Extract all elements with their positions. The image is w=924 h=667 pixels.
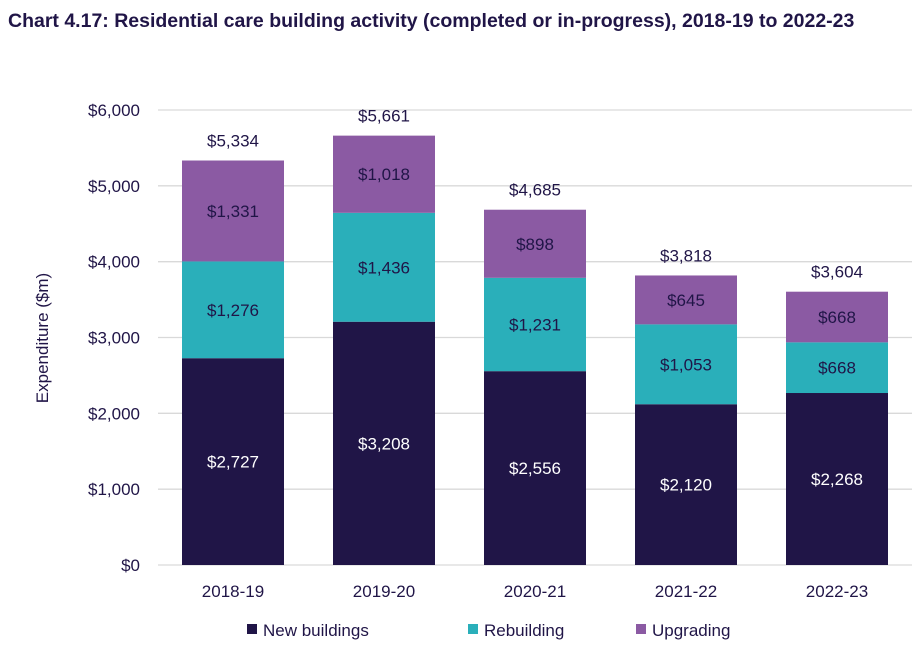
bar-segment-rebuilding xyxy=(333,212,435,322)
data-label: $668 xyxy=(818,308,856,327)
bar-segment-new-buildings xyxy=(182,358,284,565)
data-label: $1,436 xyxy=(358,258,410,277)
bar-segment-upgrading xyxy=(333,135,435,213)
y-tick-label: $0 xyxy=(121,556,140,575)
x-tick-label: 2021-22 xyxy=(655,582,717,601)
x-tick-label: 2018-19 xyxy=(202,582,264,601)
data-label: $2,268 xyxy=(811,470,863,489)
y-tick-label: $4,000 xyxy=(88,253,140,272)
total-label: $5,334 xyxy=(207,132,259,151)
y-tick-label: $3,000 xyxy=(88,329,140,348)
bar-segment-rebuilding xyxy=(484,277,586,372)
bar-segment-rebuilding xyxy=(786,342,888,394)
y-tick-label: $6,000 xyxy=(88,101,140,120)
total-label: $4,685 xyxy=(509,181,561,200)
legend-label: Upgrading xyxy=(652,621,730,640)
data-label: $668 xyxy=(818,359,856,378)
total-label: $3,818 xyxy=(660,246,712,265)
total-label: $3,604 xyxy=(811,263,863,282)
x-tick-label: 2020-21 xyxy=(504,582,566,601)
bar-segment-rebuilding xyxy=(635,324,737,405)
data-label: $1,331 xyxy=(207,202,259,221)
bar-segment-new-buildings xyxy=(484,371,586,565)
legend-label: New buildings xyxy=(263,621,369,640)
x-tick-label: 2019-20 xyxy=(353,582,415,601)
bar-segment-upgrading xyxy=(786,291,888,343)
y-tick-label: $2,000 xyxy=(88,404,140,423)
data-label: $2,120 xyxy=(660,476,712,495)
y-tick-label: $5,000 xyxy=(88,177,140,196)
bar-segment-new-buildings xyxy=(635,404,737,565)
data-label: $645 xyxy=(667,291,705,310)
y-axis-label: Expenditure ($m) xyxy=(33,273,52,403)
bar-segment-upgrading xyxy=(484,209,586,278)
bar-segment-upgrading xyxy=(635,275,737,325)
bar-segment-upgrading xyxy=(182,160,284,262)
x-tick-label: 2022-23 xyxy=(806,582,868,601)
legend-swatch xyxy=(468,624,478,634)
data-label: $2,727 xyxy=(207,453,259,472)
chart-title: Chart 4.17: Residential care building ac… xyxy=(8,10,855,32)
bar-segment-new-buildings xyxy=(333,321,435,565)
bar-segment-rebuilding xyxy=(182,261,284,359)
legend-swatch xyxy=(247,624,257,634)
y-tick-label: $1,000 xyxy=(88,480,140,499)
data-label: $1,231 xyxy=(509,315,561,334)
data-label: $1,053 xyxy=(660,355,712,374)
legend-swatch xyxy=(636,624,646,634)
data-label: $3,208 xyxy=(358,434,410,453)
total-label: $5,661 xyxy=(358,107,410,126)
data-label: $898 xyxy=(516,235,554,254)
data-label: $2,556 xyxy=(509,459,561,478)
data-label: $1,018 xyxy=(358,165,410,184)
bar-segment-new-buildings xyxy=(786,393,888,565)
data-label: $1,276 xyxy=(207,301,259,320)
legend-label: Rebuilding xyxy=(484,621,564,640)
